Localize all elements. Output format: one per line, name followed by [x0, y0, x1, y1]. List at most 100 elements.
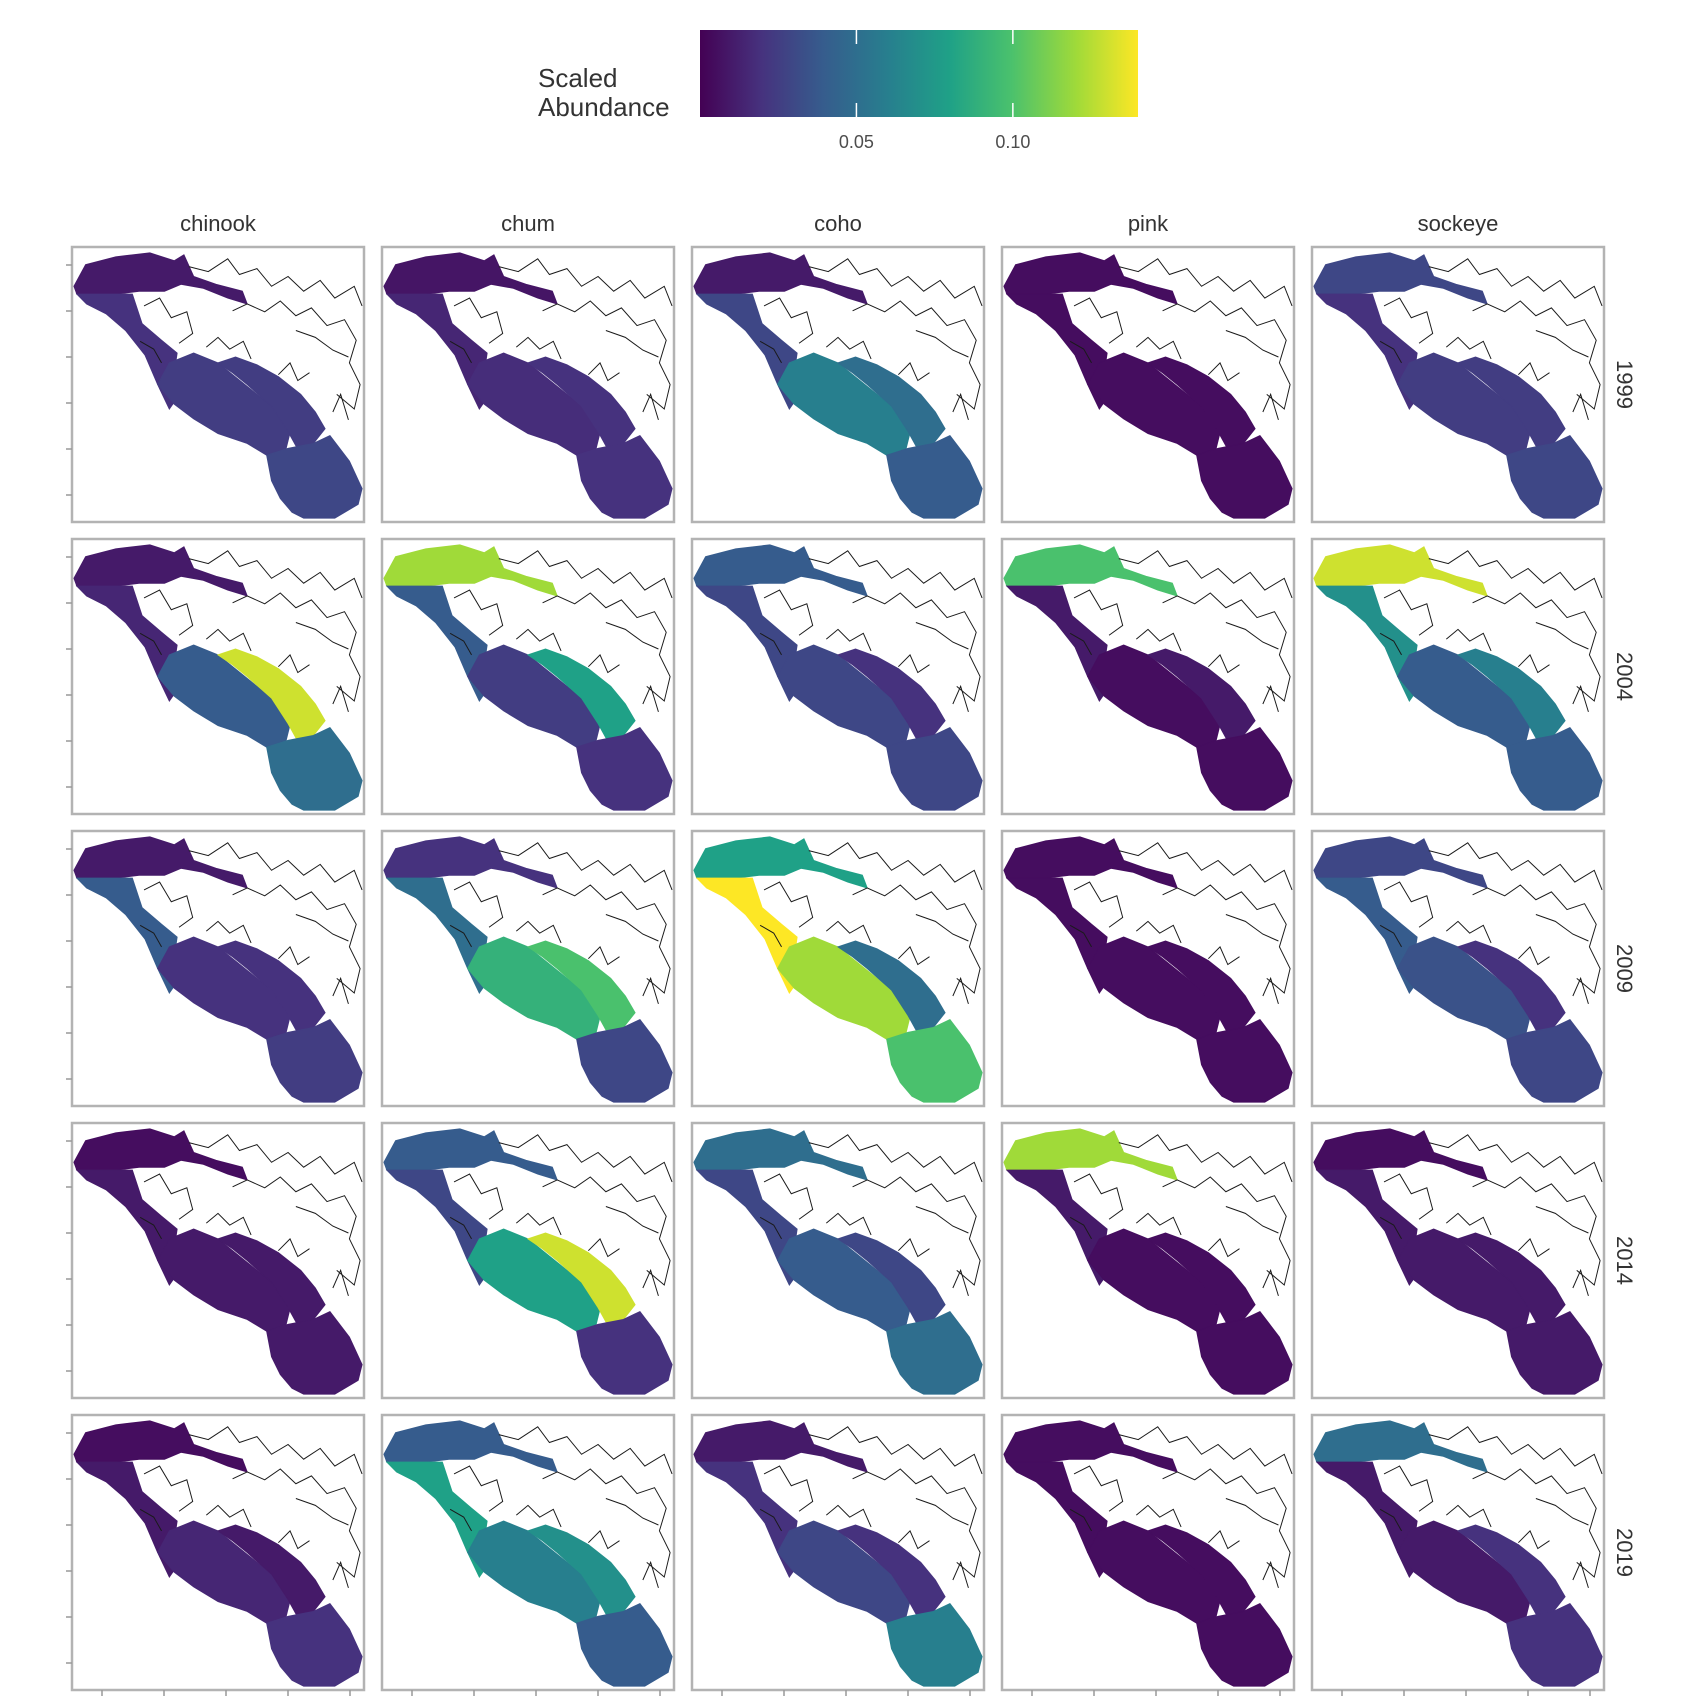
map-panel-pink-2009	[1000, 829, 1296, 1108]
map-panel-sockeye-1999	[1310, 245, 1606, 524]
coastline	[449, 1216, 472, 1240]
species-label-pink: pink	[1128, 211, 1169, 236]
coastline	[232, 300, 361, 410]
coastline	[278, 362, 310, 382]
coastline	[143, 1465, 194, 1512]
coastline	[852, 300, 981, 410]
coastline	[605, 330, 659, 358]
abundance-region-south	[886, 434, 983, 519]
map-panel-sockeye-2014	[1310, 1121, 1606, 1400]
coastline	[915, 1498, 969, 1526]
coastline	[1535, 622, 1589, 650]
coastline	[952, 392, 969, 421]
abundance-region-inlet	[1146, 356, 1256, 450]
abundance-region-south	[1196, 726, 1293, 811]
coastline	[143, 881, 194, 928]
coastline	[1535, 1498, 1589, 1526]
panel-border	[380, 537, 676, 816]
abundance-region-inlet	[216, 648, 326, 742]
coastline	[759, 632, 782, 656]
coastline	[1118, 1134, 1293, 1183]
abundance-region-south	[1506, 434, 1603, 519]
abundance-region-inlet	[836, 940, 946, 1034]
coastline	[1162, 884, 1291, 994]
coastline	[1118, 1426, 1293, 1475]
coastline	[588, 654, 620, 674]
coastline	[1262, 976, 1279, 1005]
year-label-2019: 2019	[1612, 1528, 1637, 1577]
coastline	[1118, 258, 1293, 307]
coastline	[143, 297, 194, 344]
abundance-region-south_arm	[467, 1520, 602, 1624]
coastline	[1446, 920, 1492, 944]
abundance-region-south	[1506, 726, 1603, 811]
coastline	[449, 632, 472, 656]
coastline	[898, 1530, 930, 1550]
map-panel-chinook-2019	[66, 1413, 366, 1696]
coastline	[605, 622, 659, 650]
coastline	[808, 1426, 983, 1475]
map-panel-chum-2009	[380, 829, 676, 1108]
coastline	[1225, 1498, 1279, 1526]
coastline	[1162, 1468, 1291, 1578]
map-panel-chum-2019	[380, 1413, 676, 1696]
coastline	[542, 1468, 671, 1578]
coastline	[1472, 300, 1601, 410]
year-label-2009: 2009	[1612, 944, 1637, 993]
abundance-region-south	[576, 1310, 673, 1395]
abundance-region-inlet	[526, 356, 636, 450]
abundance-region-south	[1196, 1602, 1293, 1687]
coastline	[206, 1212, 252, 1236]
coastline	[449, 1508, 472, 1532]
coastline	[1428, 1426, 1603, 1475]
map-panel-chinook-1999	[66, 245, 366, 524]
coastline	[232, 1176, 361, 1286]
coastline	[588, 1530, 620, 1550]
coastline	[759, 340, 782, 364]
coastline	[1225, 914, 1279, 942]
coastline	[1383, 589, 1434, 636]
abundance-region-south	[1506, 1018, 1603, 1103]
coastline	[1069, 632, 1092, 656]
abundance-region-south_arm	[777, 936, 912, 1040]
map-panel-chinook-2009	[66, 829, 366, 1108]
abundance-region-inlet	[1146, 1524, 1256, 1618]
coastline	[188, 258, 363, 307]
color-legend: Scaled Abundance 0.05 0.10	[538, 30, 1138, 152]
species-label-chum: chum	[501, 211, 555, 236]
map-panel-pink-2014	[1000, 1121, 1296, 1400]
abundance-region-south	[886, 1310, 983, 1395]
panel-border	[1310, 1413, 1606, 1692]
coastline	[1118, 842, 1293, 891]
abundance-region-south_arm	[1397, 1228, 1532, 1332]
coastline	[826, 1212, 872, 1236]
panel-border	[690, 1413, 986, 1692]
coastline	[1383, 297, 1434, 344]
coastline	[449, 924, 472, 948]
abundance-region-south_arm	[777, 1228, 912, 1332]
abundance-region-south	[886, 1018, 983, 1103]
coastline	[952, 684, 969, 713]
coastline	[542, 884, 671, 994]
panel-border	[1310, 537, 1606, 816]
panel-border	[1310, 1121, 1606, 1400]
coastline	[1136, 628, 1182, 652]
species-label-coho: coho	[814, 211, 862, 236]
coastline	[295, 622, 349, 650]
coastline	[1383, 881, 1434, 928]
coastline	[808, 550, 983, 599]
coastline	[642, 1268, 659, 1297]
coastline	[763, 881, 814, 928]
abundance-region-inlet	[216, 1232, 326, 1326]
coastline	[498, 1134, 673, 1183]
coastline	[1136, 1212, 1182, 1236]
map-panel-chinook-2004	[66, 537, 366, 816]
coastline	[188, 1426, 363, 1475]
abundance-region-south_arm	[1087, 1520, 1222, 1624]
coastline	[516, 1212, 562, 1236]
coastline	[453, 589, 504, 636]
coastline	[605, 1206, 659, 1234]
coastline	[1225, 1206, 1279, 1234]
coastline	[642, 684, 659, 713]
abundance-region-south	[576, 1018, 673, 1103]
